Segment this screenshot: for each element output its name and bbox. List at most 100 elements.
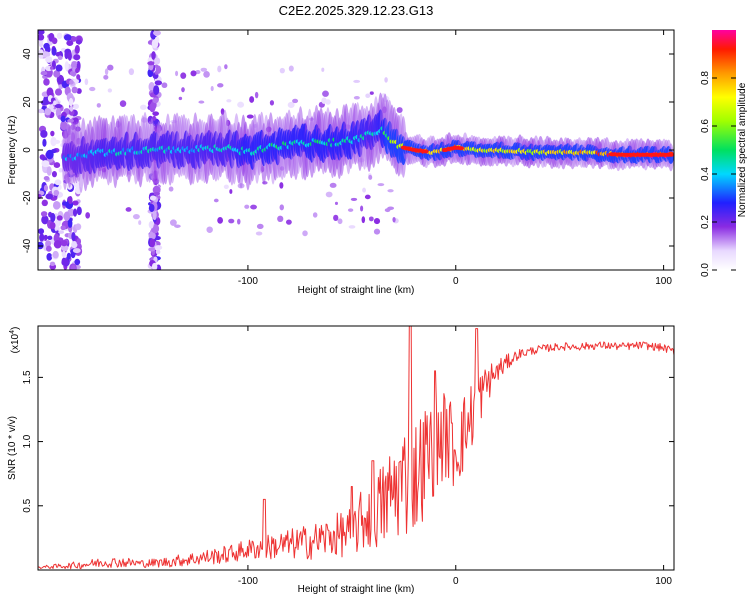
noise-speckle bbox=[334, 201, 338, 206]
spectrogram-y-tick-label: -20 bbox=[22, 190, 33, 205]
noise-speckle bbox=[76, 88, 82, 94]
noise-speckle bbox=[40, 211, 48, 217]
colorbar: 0.0 0.2 0.4 0.6 0.8 Normalized spectral ampl… bbox=[700, 30, 748, 277]
noise-speckle bbox=[39, 233, 45, 242]
snr-y-label: SNR (10 * v/v) bbox=[7, 416, 18, 480]
noise-speckle bbox=[54, 179, 62, 186]
noise-speckle bbox=[148, 247, 156, 252]
noise-speckle bbox=[104, 68, 109, 76]
snr-frame bbox=[37, 325, 675, 571]
noise-speckle bbox=[38, 34, 45, 41]
noise-speckle bbox=[195, 70, 201, 75]
noise-speckle bbox=[337, 218, 343, 225]
noise-speckle bbox=[42, 138, 47, 147]
noise-speckle bbox=[67, 219, 73, 228]
noise-speckle bbox=[250, 204, 257, 210]
noise-speckle bbox=[76, 206, 82, 216]
noise-speckle bbox=[368, 174, 373, 180]
noise-speckle bbox=[53, 239, 62, 249]
noise-speckle bbox=[45, 240, 52, 248]
spectrogram-y-tick-label: 20 bbox=[22, 96, 33, 108]
noise-speckle bbox=[329, 182, 337, 188]
noise-speckle bbox=[53, 189, 60, 197]
noise-speckle bbox=[63, 211, 71, 222]
noise-speckle bbox=[152, 185, 161, 195]
noise-speckle bbox=[53, 162, 61, 169]
noise-speckle bbox=[75, 67, 80, 74]
noise-speckle bbox=[58, 168, 63, 173]
noise-speckle bbox=[40, 100, 48, 106]
noise-speckle bbox=[96, 103, 101, 108]
noise-speckle bbox=[71, 36, 77, 42]
noise-speckle bbox=[228, 218, 235, 224]
spectrogram-y-tick-label: -40 bbox=[22, 238, 33, 253]
noise-speckle bbox=[237, 101, 245, 108]
noise-speckle bbox=[292, 98, 299, 104]
colorbar-tick-label: 0.8 bbox=[700, 71, 711, 85]
noise-speckle bbox=[154, 80, 163, 86]
noise-speckle bbox=[38, 108, 45, 114]
noise-speckle bbox=[70, 61, 77, 70]
noise-speckle bbox=[217, 83, 224, 88]
noise-speckle bbox=[45, 245, 52, 252]
noise-speckle bbox=[369, 91, 374, 95]
noise-speckle bbox=[56, 32, 63, 39]
noise-speckle bbox=[60, 115, 66, 123]
noise-speckle bbox=[76, 74, 81, 80]
noise-speckle bbox=[279, 204, 284, 211]
noise-speckle bbox=[71, 240, 78, 249]
noise-speckle bbox=[67, 51, 72, 61]
noise-speckle bbox=[198, 100, 205, 104]
spectrogram-y-tick-label: 40 bbox=[22, 48, 33, 60]
noise-speckle bbox=[362, 187, 366, 193]
noise-speckle bbox=[43, 234, 48, 240]
noise-speckle bbox=[66, 40, 74, 46]
noise-speckle bbox=[64, 50, 69, 60]
noise-speckle bbox=[151, 262, 158, 270]
ridge-hotspot bbox=[457, 146, 464, 151]
noise-speckle bbox=[74, 258, 81, 266]
noise-speckle bbox=[190, 70, 197, 77]
noise-speckle bbox=[333, 214, 339, 222]
snr-y-tick-label: 1.5 bbox=[22, 370, 33, 384]
noise-speckle bbox=[107, 88, 113, 93]
noise-speckle bbox=[61, 258, 70, 267]
chart-title: C2E2.2025.329.12.23.G13 bbox=[279, 3, 434, 18]
noise-speckle bbox=[377, 183, 385, 187]
noise-speckle bbox=[48, 105, 55, 110]
noise-speckle bbox=[64, 61, 69, 71]
noise-speckle bbox=[364, 194, 371, 200]
snr-y-ticks: 0.5 1.0 1.5 bbox=[22, 370, 674, 513]
noise-speckle bbox=[302, 230, 308, 237]
noise-speckle bbox=[269, 100, 275, 106]
spectrogram-y-tick-label: 0 bbox=[22, 147, 33, 153]
noise-speckle bbox=[279, 182, 284, 189]
noise-speckle bbox=[148, 220, 154, 229]
noise-speckle bbox=[154, 57, 161, 65]
colorbar-tick-label: 0.4 bbox=[700, 167, 711, 181]
noise-speckle bbox=[353, 79, 361, 83]
noise-speckle bbox=[40, 70, 48, 76]
noise-speckle bbox=[181, 87, 185, 93]
noise-speckle bbox=[138, 220, 142, 225]
noise-speckle bbox=[41, 215, 49, 225]
noise-speckle bbox=[50, 212, 56, 223]
noise-speckle bbox=[41, 199, 48, 207]
noise-speckle bbox=[42, 51, 51, 58]
noise-speckle bbox=[384, 77, 388, 83]
snr-x-label: Height of straight line (km) bbox=[298, 584, 415, 595]
colorbar-label: Normalized spectral amplitude bbox=[737, 82, 748, 217]
noise-speckle bbox=[178, 96, 183, 101]
noise-speckle bbox=[360, 205, 364, 212]
spectrogram-panel: -100 0 100 -40 -20 0 20 40 Height of straight … bbox=[7, 29, 675, 296]
noise-speckle bbox=[119, 100, 127, 107]
noise-speckle bbox=[63, 34, 72, 41]
noise-speckle bbox=[277, 215, 284, 223]
noise-speckle bbox=[347, 208, 354, 212]
colorbar-ticks: 0.0 0.2 0.4 0.6 0.8 bbox=[700, 71, 736, 277]
noise-speckle bbox=[72, 67, 76, 72]
noise-speckle bbox=[373, 218, 381, 225]
spectrogram-x-tick-label: 100 bbox=[655, 276, 672, 287]
spectrogram-heatmap bbox=[38, 30, 674, 270]
noise-speckle bbox=[180, 72, 187, 79]
